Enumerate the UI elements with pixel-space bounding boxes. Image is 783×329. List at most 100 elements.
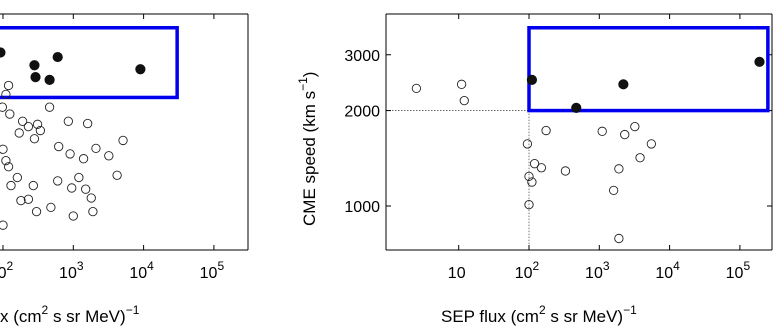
highlight-box bbox=[527, 26, 770, 113]
x-tick-label: 103 bbox=[585, 259, 610, 282]
data-point-open bbox=[1, 89, 11, 100]
x-tick-label: 105 bbox=[200, 259, 225, 282]
x-tick-label-exponent: 4 bbox=[147, 259, 154, 273]
x-axis-label-part: s sr MeV) bbox=[546, 307, 623, 326]
x-tick-label: 102 bbox=[0, 259, 14, 282]
data-point-open bbox=[536, 163, 547, 173]
data-point-open bbox=[29, 134, 40, 144]
data-point-filled bbox=[44, 74, 55, 85]
x-axis-label-part: 2 bbox=[539, 303, 546, 317]
x-tick-label-base: 10 bbox=[129, 265, 147, 282]
data-point-open bbox=[620, 129, 630, 140]
x-tick-label: 105 bbox=[726, 259, 751, 282]
data-point-open bbox=[646, 139, 656, 149]
data-point-open bbox=[614, 233, 624, 244]
x-tick-label-exponent: 2 bbox=[533, 259, 540, 273]
x-tick-label-base: 10 bbox=[200, 265, 218, 282]
x-axis-label: SEP flux (cm2 s sr MeV)−1 bbox=[441, 303, 637, 326]
y-tick-label: 2000 bbox=[344, 104, 380, 121]
x-axis-label-part: SEP flux (cm bbox=[441, 307, 539, 326]
x-axis-label-part: −1 bbox=[623, 303, 637, 317]
data-point-filled bbox=[30, 72, 41, 83]
data-point-open bbox=[86, 193, 96, 203]
data-point-open bbox=[35, 125, 46, 136]
x-axis-label-part: x (cm bbox=[0, 307, 42, 326]
data-point-open bbox=[81, 184, 91, 194]
data-point-open bbox=[67, 183, 77, 193]
data-point-open bbox=[74, 172, 84, 183]
x-tick-label-base: 10 bbox=[655, 265, 673, 282]
x-axis-label-part: 2 bbox=[42, 303, 49, 317]
x-tick-label-base: 10 bbox=[515, 265, 533, 282]
data-point-open bbox=[560, 166, 571, 176]
data-point-open bbox=[23, 194, 34, 204]
data-point-open bbox=[3, 162, 14, 172]
data-point-open bbox=[0, 102, 8, 112]
x-tick-label-exponent: 5 bbox=[217, 259, 224, 273]
data-point-open bbox=[118, 135, 128, 146]
x-tick-label: 104 bbox=[655, 259, 680, 282]
data-point-filled bbox=[526, 74, 538, 85]
data-point-filled bbox=[754, 56, 765, 67]
x-tick-label-base: 10 bbox=[726, 265, 744, 282]
data-point-open bbox=[63, 116, 73, 126]
data-point-open bbox=[88, 206, 98, 217]
data-point-open bbox=[54, 141, 64, 152]
data-point-open bbox=[3, 80, 14, 91]
x-tick-label-exponent: 3 bbox=[603, 259, 610, 273]
x-tick-label-exponent: 4 bbox=[673, 259, 680, 273]
data-point-open bbox=[541, 125, 551, 136]
data-point-open bbox=[14, 128, 24, 138]
data-point-open bbox=[28, 180, 38, 191]
data-point-open bbox=[0, 220, 8, 230]
y-axis-label-part: CME speed (km s bbox=[300, 91, 319, 226]
data-point-open bbox=[17, 116, 28, 126]
y-axis-label: CME speed (km s−1) bbox=[296, 72, 319, 226]
data-point-open bbox=[459, 95, 469, 106]
data-point-filled bbox=[135, 64, 146, 75]
x-tick-label-base: 10 bbox=[448, 265, 466, 282]
left-scatter-plot: 102103104105x (cm2 s sr MeV)−1 bbox=[0, 13, 249, 326]
data-point-filled bbox=[52, 51, 63, 63]
x-axis-label: x (cm2 s sr MeV)−1 bbox=[0, 303, 140, 326]
x-tick-label-base: 10 bbox=[0, 265, 7, 282]
data-point-open bbox=[44, 102, 55, 112]
x-tick-label: 102 bbox=[515, 259, 540, 282]
data-point-open bbox=[597, 126, 607, 136]
y-tick-label: 3000 bbox=[344, 48, 380, 65]
x-tick-label-base: 10 bbox=[59, 265, 77, 282]
data-point-open bbox=[82, 118, 93, 129]
data-point-filled bbox=[618, 79, 629, 90]
data-point-open bbox=[522, 139, 533, 149]
data-point-open bbox=[608, 185, 619, 196]
x-tick-label-exponent: 2 bbox=[7, 259, 14, 273]
x-axis-label-part: −1 bbox=[126, 303, 140, 317]
data-point-open bbox=[46, 202, 56, 213]
y-tick-label: 1000 bbox=[344, 199, 380, 216]
data-point-filled bbox=[571, 102, 582, 113]
x-tick-label-exponent: 3 bbox=[77, 259, 84, 273]
x-tick-label-exponent: 5 bbox=[743, 259, 750, 273]
data-point-open bbox=[6, 180, 16, 191]
data-point-open bbox=[68, 211, 78, 221]
data-point-open bbox=[1, 156, 11, 166]
data-point-open bbox=[16, 195, 26, 206]
data-point-open bbox=[32, 119, 43, 129]
data-point-open bbox=[524, 171, 534, 182]
data-point-open bbox=[630, 121, 640, 132]
data-point-open bbox=[12, 172, 22, 183]
data-point-filled bbox=[29, 60, 40, 71]
x-tick-label: 10 bbox=[448, 265, 466, 282]
data-point-open bbox=[65, 149, 75, 159]
data-point-open bbox=[411, 83, 422, 94]
y-axis-label-part: −1 bbox=[296, 77, 310, 91]
data-point-open bbox=[31, 206, 42, 217]
data-point-open bbox=[456, 79, 467, 89]
data-point-filled bbox=[0, 47, 6, 58]
y-axis-label-part: ) bbox=[300, 72, 319, 78]
x-axis-label-part: s sr MeV) bbox=[48, 307, 125, 326]
data-point-open bbox=[23, 121, 34, 132]
data-point-open bbox=[112, 170, 122, 180]
